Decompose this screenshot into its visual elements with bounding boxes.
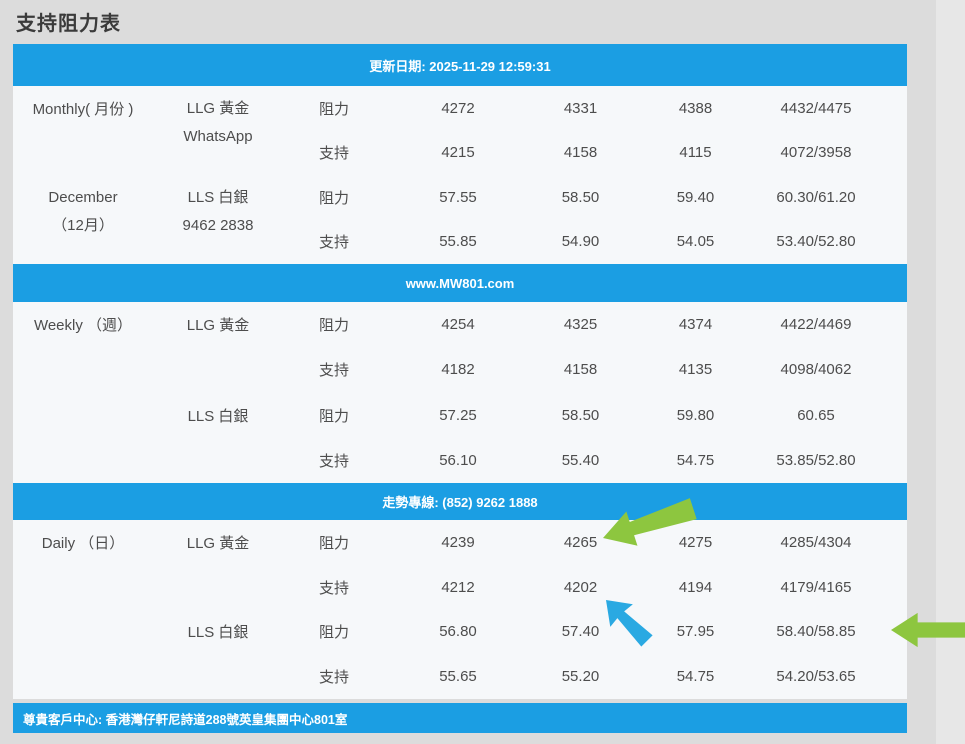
value-cell: 4239 (441, 533, 475, 551)
value-cell: 60.30/61.20 (776, 188, 856, 206)
value-cell: 56.10 (439, 451, 477, 469)
value-cell: 4135 (678, 361, 713, 379)
value-cell: 4202 (563, 578, 598, 596)
product-cell-silver: LLS 白銀 9462 2838 (153, 175, 283, 264)
period-line: （12月） (52, 217, 114, 234)
product-line-phone: 9462 2838 (182, 217, 254, 234)
value-cell: 4098/4062 (780, 361, 852, 379)
page-right-gutter (936, 0, 965, 744)
page-title: 支持阻力表 (16, 13, 121, 35)
hotline-bar: 走勢專線: (852) 9262 1888 (13, 483, 907, 520)
row-label: 阻力 (319, 189, 350, 207)
value-cell: 60.65 (797, 406, 835, 424)
website-bar: www.MW801.com (13, 264, 907, 302)
product-cell-gold: LLG 黃金 (186, 534, 250, 552)
value-cell: 4388 (678, 99, 713, 117)
period-cell-daily: Daily （日） (41, 534, 125, 552)
row-label: 阻力 (319, 100, 350, 118)
row-label: 支持 (319, 234, 350, 252)
value-cell: 55.40 (561, 451, 600, 469)
value-cell: 4182 (441, 361, 475, 379)
cursor-arrow-icon (606, 600, 653, 647)
green-arrow-icon (603, 498, 697, 546)
value-cell: 53.40/52.80 (776, 233, 856, 251)
value-cell: 54.05 (676, 233, 715, 251)
row-label: 支持 (319, 362, 350, 380)
monthly-section: Monthly( 月份 ) December （12月） LLG 黃金 What… (13, 86, 907, 264)
value-cell: 55.65 (439, 668, 477, 686)
value-cell: 4432/4475 (780, 99, 852, 117)
value-cell: 4422/4469 (780, 316, 852, 334)
product-line-whatsapp: WhatsApp (183, 128, 253, 145)
value-cell: 4115 (679, 144, 712, 162)
value-cell: 54.75 (676, 451, 715, 469)
value-cell: 4215 (441, 144, 475, 162)
value-cell: 58.40/58.85 (776, 623, 856, 641)
website-text: www.MW801.com (405, 275, 515, 291)
row-label: 阻力 (319, 534, 350, 552)
value-cell: 4254 (441, 316, 475, 334)
daily-section: Daily （日） LLG 黃金 LLS 白銀 阻力 4239 4265 427… (13, 520, 907, 699)
value-cell: 4194 (678, 578, 713, 596)
value-cell: 4072/3958 (780, 144, 852, 162)
product-cell-gold: LLG 黃金 WhatsApp (153, 86, 283, 175)
value-cell: 58.50 (561, 406, 600, 424)
value-cell: 59.80 (676, 406, 715, 424)
row-label: 支持 (319, 579, 350, 597)
period-line: December (48, 189, 118, 206)
value-cell: 57.55 (439, 188, 477, 206)
support-resistance-table: 更新日期: 2025-11-29 12:59:31 Monthly( 月份 ) … (13, 44, 907, 733)
value-cell: 55.20 (561, 668, 600, 686)
row-label: 支持 (319, 452, 350, 470)
weekly-section: Weekly （週） LLG 黃金 LLS 白銀 阻力 4254 4325 43… (13, 302, 907, 483)
value-cell: 53.85/52.80 (776, 451, 856, 469)
value-cell: 4325 (563, 316, 598, 334)
row-label: 阻力 (319, 624, 350, 642)
row-label: 支持 (319, 669, 350, 687)
value-cell: 54.20/53.65 (776, 668, 856, 686)
value-cell: 4212 (441, 578, 475, 596)
row-label: 阻力 (319, 407, 350, 425)
period-cell-december: December （12月） (13, 175, 153, 264)
value-cell: 4265 (563, 533, 598, 551)
value-cell: 4272 (441, 99, 475, 117)
value-cell: 54.75 (676, 668, 715, 686)
update-date-bar: 更新日期: 2025-11-29 12:59:31 (13, 44, 907, 86)
address-text: 尊貴客戶中心: 香港灣仔軒尼詩道288號英皇集團中心801室 (23, 712, 348, 727)
product-line: LLG 黃金 (186, 100, 250, 117)
value-cell: 57.95 (676, 623, 715, 641)
value-cell: 4374 (678, 316, 713, 334)
value-cell: 57.25 (439, 406, 477, 424)
row-label: 支持 (319, 145, 350, 163)
value-cell: 56.80 (439, 623, 477, 641)
value-cell: 54.90 (561, 233, 600, 251)
hotline-text: 走勢專線: (852) 9262 1888 (382, 495, 538, 510)
update-date-text: 更新日期: 2025-11-29 12:59:31 (369, 58, 551, 74)
value-cell: 4158 (563, 361, 598, 379)
value-cell: 4158 (563, 144, 598, 162)
row-label: 阻力 (319, 317, 350, 335)
value-cell: 58.50 (561, 188, 600, 206)
product-cell-gold: LLG 黃金 (186, 317, 250, 335)
period-cell-weekly: Weekly （週） (33, 317, 133, 335)
value-cell: 4275 (678, 533, 713, 551)
product-line: LLS 白銀 (187, 189, 249, 206)
value-cell: 55.85 (439, 233, 477, 251)
value-cell: 57.40 (561, 623, 600, 641)
address-bar: 尊貴客戶中心: 香港灣仔軒尼詩道288號英皇集團中心801室 (13, 703, 907, 733)
value-cell: 59.40 (676, 188, 715, 206)
value-cell: 4179/4165 (780, 578, 852, 596)
value-cell: 4285/4304 (780, 533, 852, 551)
value-cell: 4331 (563, 99, 598, 117)
product-cell-silver: LLS 白銀 (187, 407, 249, 425)
product-cell-silver: LLS 白銀 (187, 624, 249, 642)
period-cell-monthly: Monthly( 月份 ) (32, 100, 134, 118)
green-arrow-2-icon (891, 612, 965, 648)
